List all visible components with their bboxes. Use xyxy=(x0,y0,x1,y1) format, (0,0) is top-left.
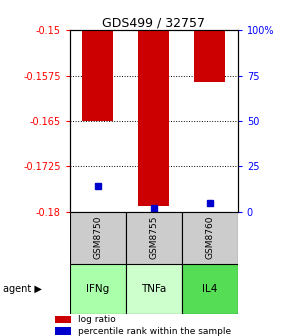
Title: GDS499 / 32757: GDS499 / 32757 xyxy=(102,16,205,29)
Text: GSM8750: GSM8750 xyxy=(93,216,102,259)
Bar xyxy=(194,30,225,82)
FancyBboxPatch shape xyxy=(126,212,182,264)
Bar xyxy=(55,327,71,335)
Text: IFNg: IFNg xyxy=(86,284,109,294)
Bar xyxy=(82,30,113,121)
Text: IL4: IL4 xyxy=(202,284,218,294)
Text: TNFa: TNFa xyxy=(141,284,166,294)
FancyBboxPatch shape xyxy=(70,264,126,314)
Text: percentile rank within the sample: percentile rank within the sample xyxy=(78,327,231,336)
FancyBboxPatch shape xyxy=(182,264,238,314)
FancyBboxPatch shape xyxy=(182,212,238,264)
Text: GSM8755: GSM8755 xyxy=(149,216,158,259)
Bar xyxy=(55,316,71,323)
FancyBboxPatch shape xyxy=(126,264,182,314)
Text: GSM8760: GSM8760 xyxy=(205,216,214,259)
Text: agent ▶: agent ▶ xyxy=(3,284,42,294)
Bar xyxy=(138,30,169,206)
FancyBboxPatch shape xyxy=(70,212,126,264)
Text: log ratio: log ratio xyxy=(78,315,116,324)
